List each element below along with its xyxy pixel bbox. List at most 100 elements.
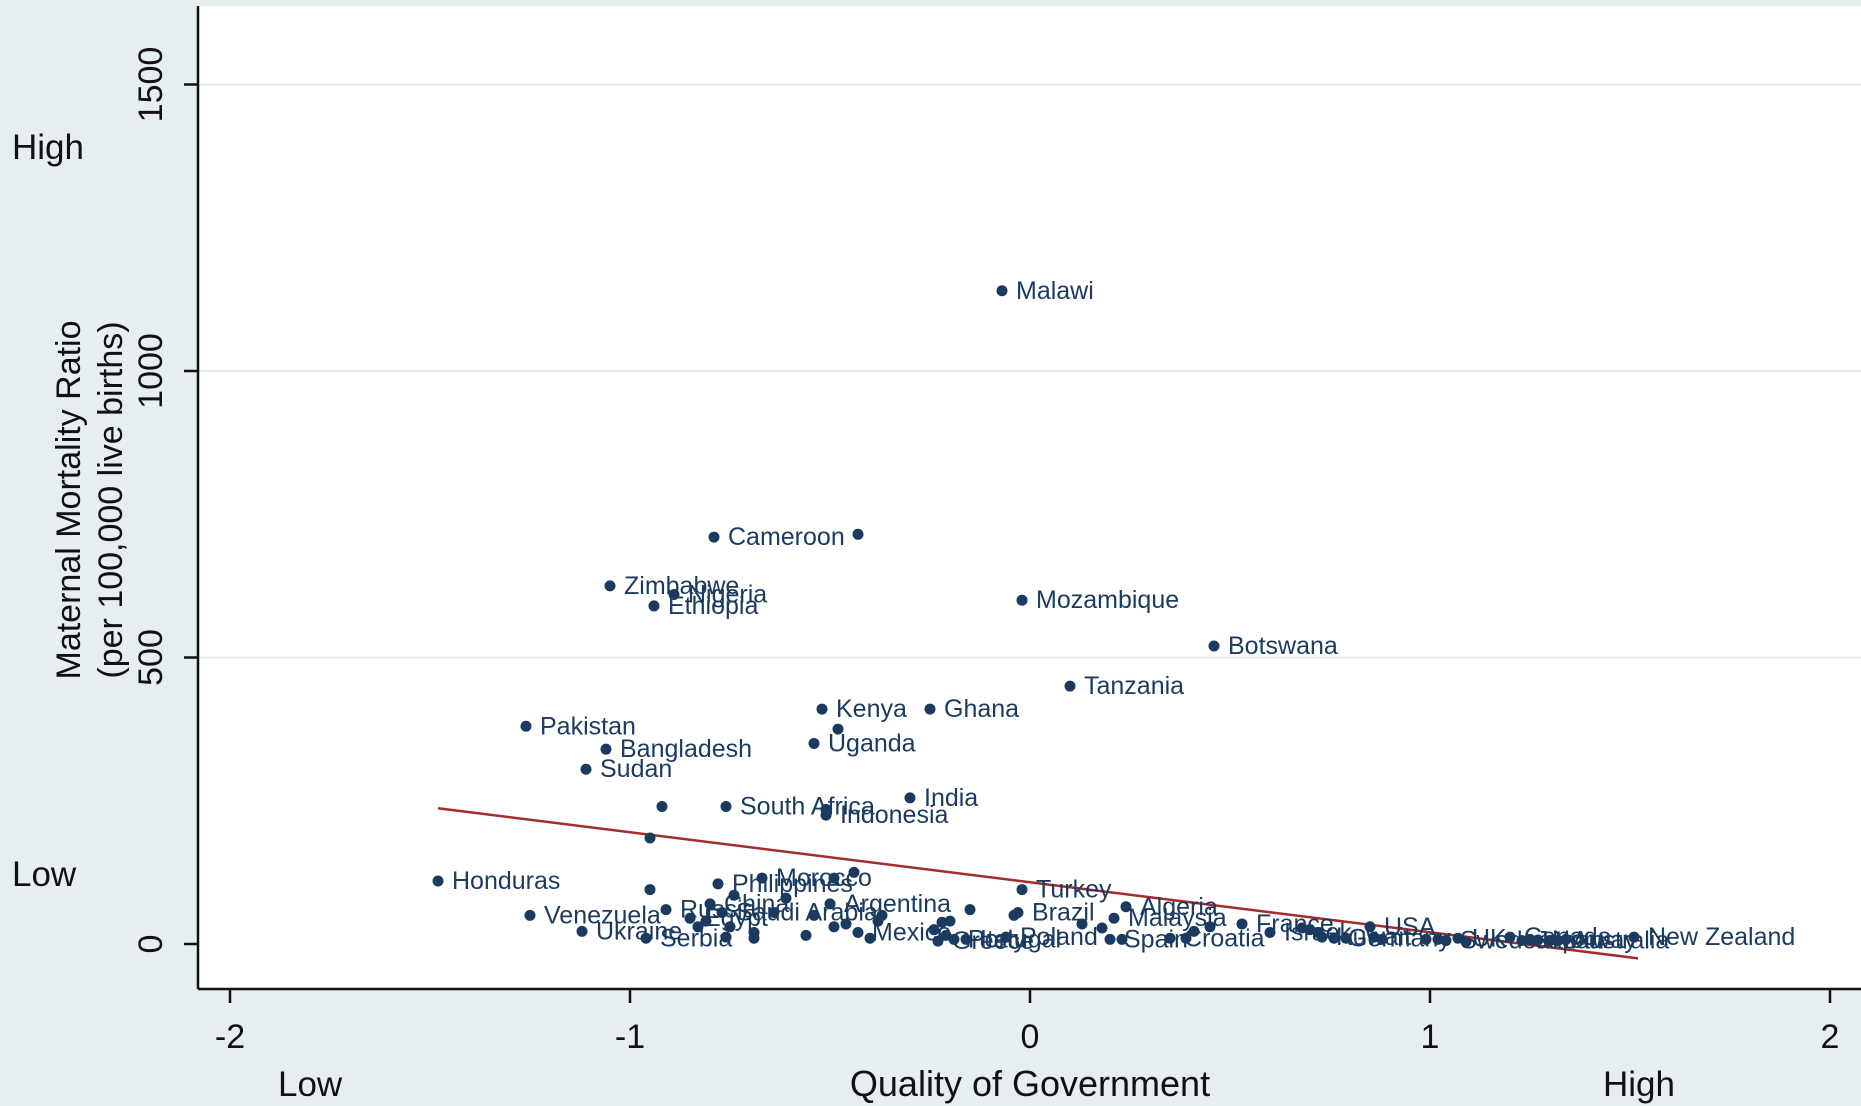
- data-point: [1340, 932, 1352, 944]
- data-point: [700, 915, 712, 927]
- data-point: [848, 866, 860, 878]
- point-label: Portugal: [968, 925, 1061, 953]
- data-point: [852, 927, 864, 939]
- data-point: [716, 906, 728, 918]
- data-point: [1264, 927, 1276, 939]
- plot-background: [198, 6, 1861, 989]
- data-point: [960, 933, 972, 945]
- data-point: [1420, 933, 1432, 945]
- data-point: [768, 906, 780, 918]
- data-point: [668, 588, 680, 600]
- x-tick-label: 0: [1021, 1018, 1040, 1056]
- data-point: [996, 285, 1008, 297]
- data-point: [1560, 933, 1572, 945]
- point-label: Greece: [952, 927, 1034, 955]
- data-point: [1524, 933, 1536, 945]
- point-label: Ethiopia: [668, 592, 758, 620]
- point-label: Ghana: [944, 695, 1019, 723]
- data-point: [1016, 884, 1028, 896]
- x-high-label: High: [1603, 1065, 1675, 1104]
- point-label: Egypt: [704, 904, 768, 932]
- data-point: [1316, 931, 1328, 943]
- point-label: Nigeria: [688, 580, 767, 608]
- data-point: [852, 528, 864, 540]
- data-point: [872, 915, 884, 927]
- data-point: [1108, 912, 1120, 924]
- data-point: [824, 898, 836, 910]
- point-label: Spain: [1124, 925, 1188, 953]
- point-label: Botswana: [1228, 632, 1338, 660]
- x-tick-label: 2: [1821, 1018, 1840, 1056]
- data-point: [520, 720, 532, 732]
- y-tick-label: 1500: [132, 47, 170, 123]
- data-point: [1204, 921, 1216, 933]
- data-point: [864, 932, 876, 944]
- y-axis-title: Maternal Mortality Ratio: [50, 320, 88, 679]
- data-point: [800, 929, 812, 941]
- data-point: [832, 723, 844, 735]
- point-label: Bangladesh: [620, 735, 752, 763]
- data-point: [720, 800, 732, 812]
- data-point: [728, 889, 740, 901]
- data-point: [748, 932, 760, 944]
- data-point: [1236, 918, 1248, 930]
- data-point: [1016, 594, 1028, 606]
- gridlines: [198, 83, 1861, 659]
- data-point: [1376, 933, 1388, 945]
- data-point: [820, 809, 832, 821]
- point-label: Zimbabwe: [624, 572, 739, 600]
- data-point: [1364, 921, 1376, 933]
- data-point: [808, 737, 820, 749]
- point-label: Ukraine: [596, 917, 682, 945]
- axes: 0 500 1000 1500 -2 -1 0 1 2: [132, 6, 1861, 1056]
- data-point: [948, 933, 960, 945]
- data-point: [648, 600, 660, 612]
- point-label: Malawi: [1016, 277, 1094, 305]
- data-point: [1116, 933, 1128, 945]
- point-label: Venezuela: [544, 901, 661, 929]
- data-point: [1120, 901, 1132, 913]
- data-point: [1104, 933, 1116, 945]
- point-label: South Africa: [740, 792, 875, 820]
- y-tick-label: 0: [132, 935, 170, 954]
- y-tick-label: 1000: [132, 333, 170, 409]
- data-point: [1188, 925, 1200, 937]
- point-label: Indonesia: [840, 801, 949, 829]
- data-point: [1328, 932, 1340, 944]
- data-point: [1504, 931, 1516, 943]
- data-point: [724, 921, 736, 933]
- data-point: [1440, 935, 1452, 947]
- data-point: [1460, 936, 1472, 948]
- data-point: [808, 909, 820, 921]
- point-label: Serbia: [660, 924, 732, 952]
- data-point: [1000, 931, 1012, 943]
- data-point: [704, 898, 716, 910]
- data-point: [684, 912, 696, 924]
- data-point: [932, 935, 944, 947]
- data-point: [840, 918, 852, 930]
- point-label: Sudan: [600, 755, 672, 783]
- data-point: [580, 763, 592, 775]
- point-label: Saudi Arabia: [736, 898, 878, 926]
- data-point: [936, 916, 948, 928]
- data-point: [1208, 640, 1220, 652]
- data-point: [1180, 932, 1192, 944]
- point-label: Pakistan: [540, 712, 636, 740]
- point-label: Tanzania: [1084, 672, 1184, 700]
- data-point: [924, 703, 936, 715]
- data-point: [576, 925, 588, 937]
- data-point: [1532, 934, 1544, 946]
- point-label: Algeria: [1140, 893, 1218, 921]
- data-point: [600, 743, 612, 755]
- data-point: [660, 904, 672, 916]
- point-label: Australia: [1572, 927, 1669, 955]
- data-point: [656, 800, 668, 812]
- data-point: [816, 703, 828, 715]
- data-point: [1164, 932, 1176, 944]
- y-high-label: High: [12, 128, 84, 167]
- point-label: Honduras: [452, 867, 560, 895]
- data-point: [928, 924, 940, 936]
- point-label: Cameroon: [728, 523, 845, 551]
